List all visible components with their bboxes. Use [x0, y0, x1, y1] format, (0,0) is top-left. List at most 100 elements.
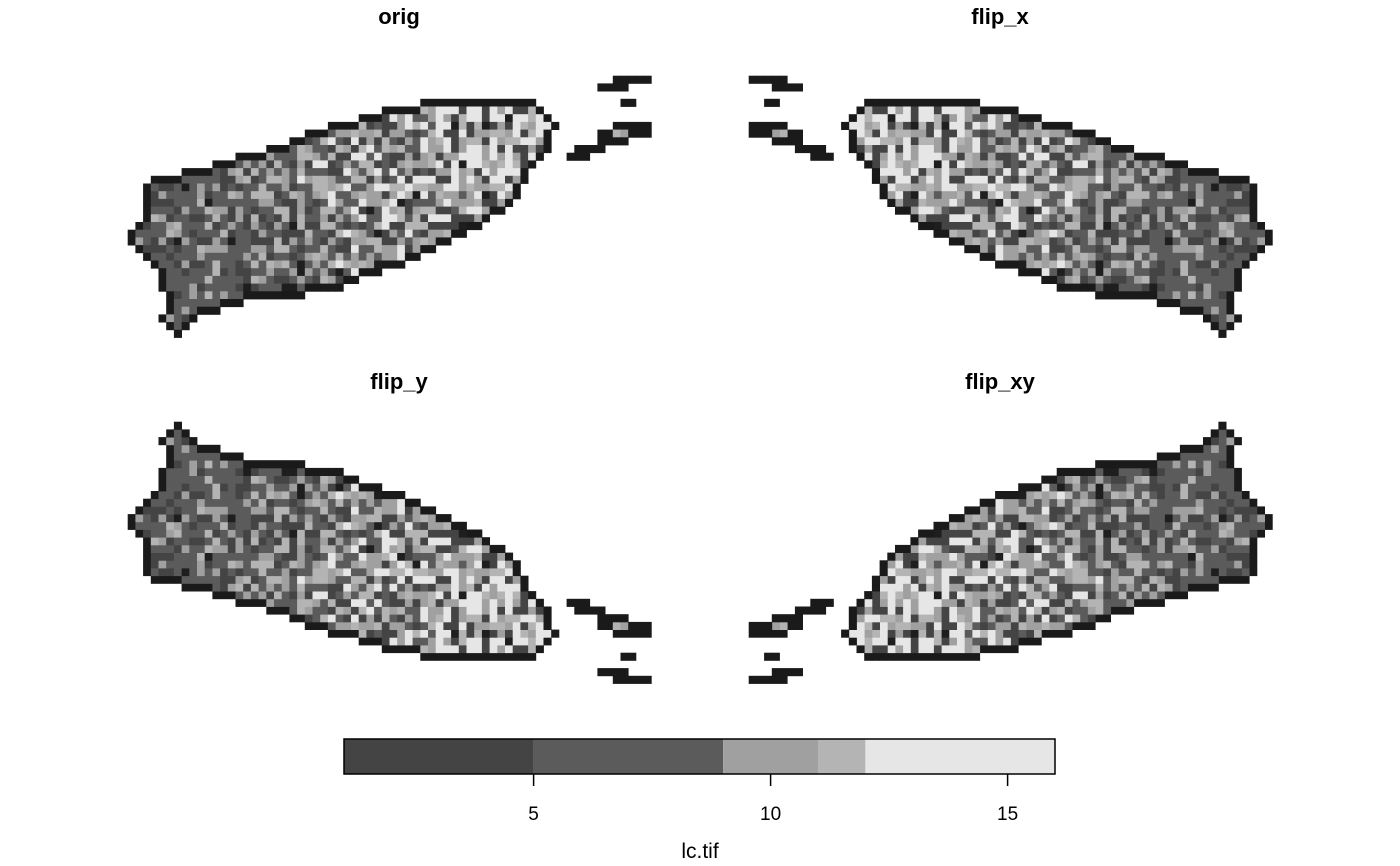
raster-cell — [435, 129, 444, 138]
raster-cell — [443, 183, 452, 192]
raster-cell — [902, 206, 911, 215]
raster-cell — [871, 621, 880, 630]
raster-cell — [250, 591, 259, 600]
raster-cell — [497, 614, 506, 623]
raster-cell — [489, 121, 498, 130]
raster-cell — [250, 237, 259, 246]
raster-cells-flip-y — [127, 421, 652, 684]
raster-cell — [1018, 591, 1027, 600]
raster-cell — [412, 560, 421, 569]
raster-cell — [1164, 275, 1173, 284]
raster-cell — [987, 145, 996, 154]
raster-cell — [1025, 498, 1034, 507]
raster-cell — [189, 483, 198, 492]
raster-cell — [1164, 544, 1173, 553]
raster-cell — [243, 506, 252, 515]
raster-cell — [1118, 237, 1127, 246]
raster-cell — [304, 198, 313, 207]
raster-cell — [1195, 291, 1204, 300]
raster-cell — [948, 552, 957, 561]
raster-cell — [227, 183, 236, 192]
raster-cell — [150, 229, 159, 238]
raster-cell — [1187, 275, 1196, 284]
raster-cell — [189, 306, 198, 315]
raster-cell — [1087, 198, 1096, 207]
raster-cell — [1041, 145, 1050, 154]
raster-cell — [841, 121, 850, 130]
raster-cell — [1002, 237, 1011, 246]
raster-cell — [1210, 314, 1219, 323]
raster-cell — [404, 583, 413, 592]
raster-cell — [1041, 629, 1050, 638]
raster-cell — [358, 191, 367, 200]
raster-cell — [420, 229, 429, 238]
raster-cell — [979, 206, 988, 215]
raster-cell — [297, 175, 306, 184]
raster-cell — [1218, 514, 1227, 523]
raster-cell — [189, 229, 198, 238]
raster-cell — [902, 575, 911, 584]
raster-cell — [227, 575, 236, 584]
raster-cell — [979, 498, 988, 507]
raster-cell — [995, 575, 1004, 584]
raster-cell — [1041, 160, 1050, 169]
panel-title-flip-xy: flip_xy — [965, 369, 1035, 394]
raster-cell — [351, 121, 360, 130]
raster-cell — [887, 591, 896, 600]
raster-cell — [1041, 591, 1050, 600]
raster-cell — [505, 114, 514, 123]
raster-cell — [1033, 583, 1042, 592]
raster-cell — [227, 283, 236, 292]
raster-cell — [1126, 460, 1135, 469]
raster-cell — [995, 152, 1004, 161]
raster-cell — [1226, 506, 1235, 515]
raster-cell — [1010, 621, 1019, 630]
raster-cell — [1187, 198, 1196, 207]
raster-cell — [227, 229, 236, 238]
raster-cell — [1010, 183, 1019, 192]
raster-cell — [1002, 214, 1011, 223]
raster-cell — [227, 521, 236, 530]
raster-cell — [1210, 306, 1219, 315]
raster-cell — [274, 260, 283, 269]
raster-cell — [258, 560, 267, 569]
raster-cell — [304, 552, 313, 561]
raster-cell — [1056, 191, 1065, 200]
raster-cell — [220, 583, 229, 592]
raster-cell — [381, 537, 390, 546]
raster-cell — [143, 198, 152, 207]
raster-cell — [227, 591, 236, 600]
raster-cell — [1002, 152, 1011, 161]
raster-cell — [197, 291, 206, 300]
raster-cell — [150, 237, 159, 246]
raster-cell — [620, 75, 629, 84]
raster-cell — [1010, 583, 1019, 592]
raster-cell — [1156, 152, 1165, 161]
raster-cell — [274, 568, 283, 577]
raster-cell — [389, 114, 398, 123]
raster-cell — [987, 568, 996, 577]
raster-cell — [327, 268, 336, 277]
raster-cell — [1133, 583, 1142, 592]
raster-cell — [1133, 506, 1142, 515]
raster-cell — [1018, 575, 1027, 584]
raster-cell — [351, 252, 360, 261]
raster-cell — [1172, 252, 1181, 261]
raster-cell — [1133, 591, 1142, 600]
raster-cell — [1025, 560, 1034, 569]
raster-cell — [173, 252, 182, 261]
raster-cell — [412, 206, 421, 215]
raster-cell — [266, 160, 275, 169]
raster-cell — [1233, 437, 1242, 446]
raster-cell — [351, 268, 360, 277]
raster-cell — [979, 606, 988, 615]
raster-cell — [327, 137, 336, 146]
raster-cell — [1210, 514, 1219, 523]
raster-cell — [481, 560, 490, 569]
raster-cell — [220, 537, 229, 546]
raster-cell — [956, 183, 965, 192]
raster-cell — [933, 614, 942, 623]
raster-cell — [343, 229, 352, 238]
raster-cell — [451, 214, 460, 223]
raster-cell — [1187, 214, 1196, 223]
